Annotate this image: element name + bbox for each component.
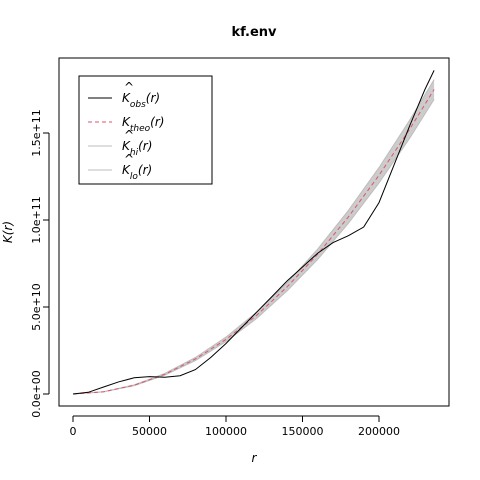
x-tick-label: 50000 bbox=[132, 425, 167, 438]
x-tick-label: 0 bbox=[70, 425, 77, 438]
x-tick-label: 100000 bbox=[205, 425, 247, 438]
legend-label-hi: Khi(r) bbox=[122, 139, 152, 158]
series-line-obs bbox=[72, 70, 435, 395]
legend-label-theo: Ktheo(r) bbox=[122, 115, 164, 134]
legend-hat-lo: ^ bbox=[124, 152, 134, 166]
y-tick-label: 5.0e+10 bbox=[30, 283, 43, 330]
y-axis-title: K(r) bbox=[1, 221, 15, 243]
legend-label-lo: Klo(r) bbox=[122, 163, 152, 182]
series-line-theo bbox=[72, 89, 435, 395]
legend-label-obs: Kobs(r) bbox=[122, 91, 160, 110]
y-tick-label: 1.5e+11 bbox=[30, 109, 43, 156]
x-axis-title: r bbox=[252, 451, 258, 465]
y-tick-label: 1.0e+11 bbox=[30, 196, 43, 243]
plot-frame bbox=[58, 57, 450, 407]
legend-box bbox=[78, 75, 213, 185]
legend-hat-obs: ^ bbox=[124, 80, 134, 94]
axes-layer: 0 50000 100000 150000 200000 0.0e+00 5.0e+10 1.… bbox=[30, 109, 400, 438]
y-tick-label: 0.0e+00 bbox=[30, 370, 43, 417]
chart-title: kf.env bbox=[231, 25, 277, 40]
x-tick-label: 200000 bbox=[358, 425, 400, 438]
legend-hat-hi: ^ bbox=[124, 128, 134, 142]
x-tick-label: 150000 bbox=[282, 425, 324, 438]
legend: Kobs(r)^Ktheo(r)Khi(r)^Klo(r)^ bbox=[78, 75, 213, 185]
series-line-lo bbox=[72, 99, 435, 395]
series-layer bbox=[72, 70, 435, 395]
